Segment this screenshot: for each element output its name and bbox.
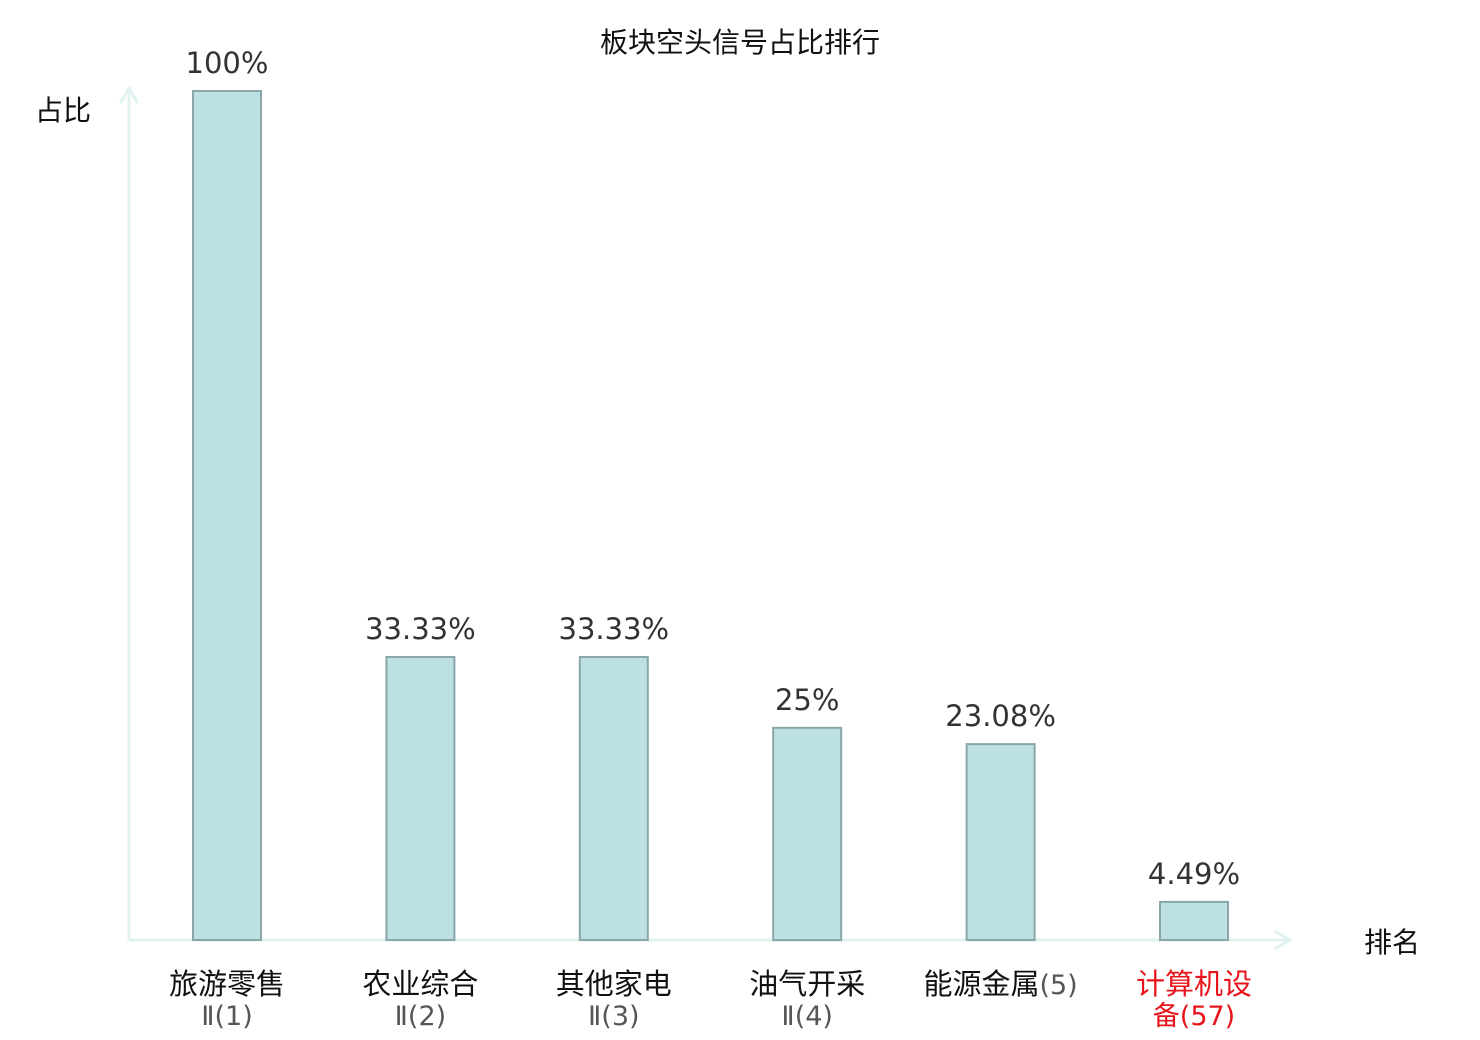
bar-value-label: 23.08% [945, 699, 1056, 733]
category-label: 计算机设 [1136, 967, 1252, 1001]
category-rank-label: Ⅱ(1) [201, 1001, 253, 1032]
bar [578, 656, 649, 941]
category-label: 旅游零售 [169, 967, 285, 1001]
bar-value-label: 25% [775, 683, 839, 717]
chart-title: 板块空头信号占比排行 [600, 26, 880, 59]
y-axis-label: 占比 [35, 94, 91, 127]
bar [192, 90, 262, 941]
bar [385, 656, 456, 941]
bar-value-label: 33.33% [559, 612, 670, 646]
category-label: 其他家电 [556, 967, 672, 1001]
category-rank-label: Ⅱ(4) [781, 1001, 833, 1032]
bar-value-label: 33.33% [365, 612, 476, 646]
category-rank-label: 备(57) [1153, 1001, 1235, 1032]
bar-value-label: 100% [186, 46, 269, 80]
category-rank-label: Ⅱ(3) [588, 1001, 640, 1032]
bar [772, 726, 843, 942]
value-labels-group: 100% 33.33% 33.33% 25% 23.08% 4.49% [186, 46, 1241, 891]
bar [965, 743, 1036, 941]
bar-value-label: 4.49% [1148, 857, 1240, 891]
category-label: 油气开采 [749, 967, 865, 1001]
x-axis-label: 排名 [1364, 926, 1420, 959]
bar [1159, 900, 1229, 942]
bars-group [192, 90, 1229, 942]
category-label: 农业综合 [362, 967, 478, 1001]
category-label: 能源金属(5) [923, 967, 1077, 1001]
category-rank-label: Ⅱ(2) [395, 1001, 447, 1032]
